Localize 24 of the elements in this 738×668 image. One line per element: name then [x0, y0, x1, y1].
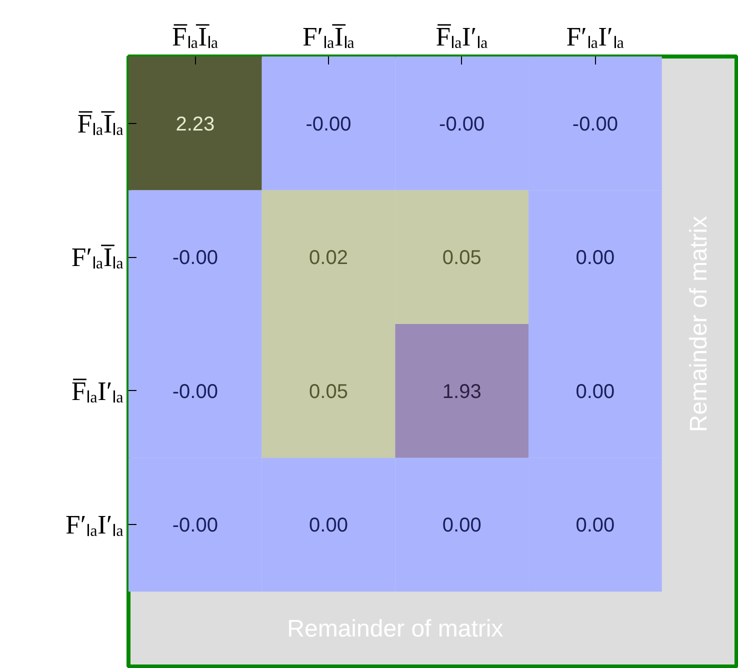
data-label: -0.00 — [172, 514, 218, 537]
data-label: 0.00 — [576, 247, 615, 270]
data-label: 0.02 — [309, 247, 348, 270]
x-tick-label: F′ₗₐI′ₗₐ — [566, 22, 624, 52]
data-label: 0.00 — [576, 380, 615, 403]
data-label: -0.00 — [572, 113, 618, 136]
data-label: -0.00 — [172, 380, 218, 403]
y-tick-label: F′ₗₐI′ₗₐ — [66, 510, 124, 540]
x-tick-label: F′ₗₐI̅ₗₐ — [302, 22, 355, 52]
data-label: -0.00 — [172, 247, 218, 270]
data-label: 0.05 — [309, 380, 348, 403]
data-label: 2.23 — [176, 113, 215, 136]
data-label: 0.00 — [442, 514, 482, 537]
x-tick-label: F̅ₗₐI′ₗₐ — [436, 22, 488, 52]
y-tick-label: F′ₗₐI̅ₗₐ — [71, 242, 124, 272]
data-label: -0.00 — [439, 113, 485, 136]
y-tick-label: F̅ₗₐI̅ₗₐ — [77, 108, 124, 138]
data-label: 1.93 — [442, 380, 482, 403]
data-label: 0.00 — [309, 514, 348, 537]
data-label: 0.00 — [576, 514, 615, 537]
y-tick-label: F̅ₗₐI′ₗₐ — [71, 376, 124, 406]
data-label: -0.00 — [306, 113, 352, 136]
x-tick-label: F̅ₗₐI̅ₗₐ — [172, 22, 218, 52]
data-label: 0.05 — [442, 247, 482, 270]
